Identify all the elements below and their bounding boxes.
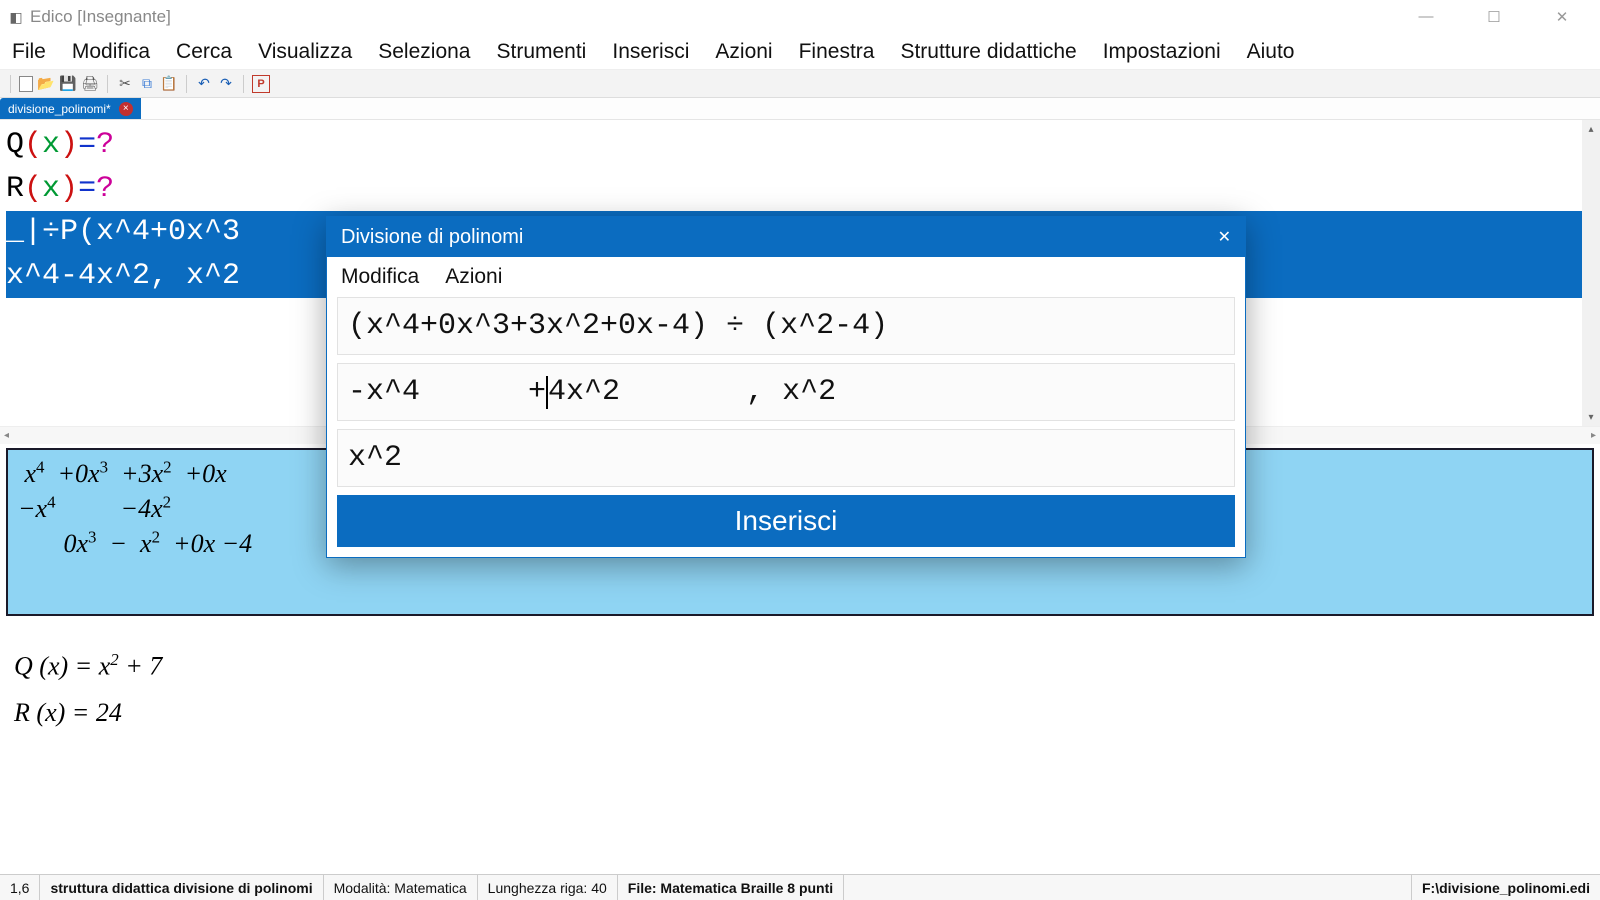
status-position: 1,6 <box>0 875 40 900</box>
scroll-left-icon[interactable]: ◂ <box>4 430 9 441</box>
menu-azioni[interactable]: Azioni <box>715 40 772 64</box>
editor-line-1[interactable]: Q(x)=? <box>6 124 1594 168</box>
save-icon[interactable]: 💾 <box>59 75 77 93</box>
window-controls: — ☐ ✕ <box>1406 8 1592 26</box>
menu-visualizza[interactable]: Visualizza <box>258 40 352 64</box>
menu-cerca[interactable]: Cerca <box>176 40 232 64</box>
dialog-menubar: Modifica Azioni <box>327 257 1245 297</box>
menu-impostazioni[interactable]: Impostazioni <box>1103 40 1221 64</box>
status-mode: Modalità: Matematica <box>324 875 478 900</box>
minimize-button[interactable]: — <box>1406 8 1446 26</box>
menu-inserisci[interactable]: Inserisci <box>612 40 689 64</box>
pdf-icon[interactable]: P <box>252 75 270 93</box>
scroll-right-icon[interactable]: ▸ <box>1591 430 1596 441</box>
result-r: R (x) = 24 <box>14 698 1586 728</box>
dialog-field-quotient[interactable]: x^2 <box>337 429 1235 487</box>
undo-icon[interactable]: ↶ <box>195 75 213 93</box>
window-titlebar: ◧ Edico [Insegnante] — ☐ ✕ <box>0 0 1600 34</box>
result-q: Q (x) = x2 + 7 <box>14 650 1586 682</box>
result-area: Q (x) = x2 + 7 R (x) = 24 <box>0 620 1600 754</box>
redo-icon[interactable]: ↷ <box>217 75 235 93</box>
status-file: File: Matematica Braille 8 punti <box>618 875 844 900</box>
menu-modifica[interactable]: Modifica <box>72 40 150 64</box>
insert-button[interactable]: Inserisci <box>337 495 1235 547</box>
print-icon[interactable]: 🖨 <box>81 75 99 93</box>
tab-label: divisione_polinomi* <box>8 102 111 116</box>
scroll-up-icon[interactable]: ▴ <box>1582 120 1600 138</box>
polynomial-division-dialog: Divisione di polinomi ✕ Modifica Azioni … <box>326 216 1246 558</box>
dialog-title-text: Divisione di polinomi <box>341 226 523 249</box>
scroll-down-icon[interactable]: ▾ <box>1582 408 1600 426</box>
new-icon[interactable] <box>19 76 33 92</box>
menu-aiuto[interactable]: Aiuto <box>1247 40 1295 64</box>
dialog-menu-azioni[interactable]: Azioni <box>445 265 502 289</box>
status-structure: struttura didattica divisione di polinom… <box>40 875 323 900</box>
menu-finestra[interactable]: Finestra <box>799 40 875 64</box>
paste-icon[interactable]: 📋 <box>160 75 178 93</box>
menubar: File Modifica Cerca Visualizza Seleziona… <box>0 34 1600 70</box>
tabstrip: divisione_polinomi* × <box>0 98 1600 120</box>
close-button[interactable]: ✕ <box>1542 8 1582 26</box>
maximize-button[interactable]: ☐ <box>1474 8 1514 26</box>
editor-line-2[interactable]: R(x)=? <box>6 168 1594 212</box>
dialog-menu-modifica[interactable]: Modifica <box>341 265 419 289</box>
toolbar: 📂 💾 🖨 ✂ ⧉ 📋 ↶ ↷ P <box>0 70 1600 98</box>
dialog-field-step[interactable]: -x^4 +4x^2 , x^2 <box>337 363 1235 421</box>
menu-file[interactable]: File <box>12 40 46 64</box>
status-linelen: Lunghezza riga: 40 <box>478 875 618 900</box>
app-icon: ◧ <box>8 9 24 25</box>
dialog-close-icon[interactable]: ✕ <box>1218 227 1231 247</box>
status-path: F:\divisione_polinomi.edi <box>1411 875 1600 900</box>
menu-strumenti[interactable]: Strumenti <box>496 40 586 64</box>
statusbar: 1,6 struttura didattica divisione di pol… <box>0 874 1600 900</box>
menu-seleziona[interactable]: Seleziona <box>378 40 470 64</box>
window-title: Edico [Insegnante] <box>30 7 171 27</box>
dialog-field-dividend[interactable]: (x^4+0x^3+3x^2+0x-4) ÷ (x^2-4) <box>337 297 1235 355</box>
cut-icon[interactable]: ✂ <box>116 75 134 93</box>
dialog-titlebar[interactable]: Divisione di polinomi ✕ <box>327 217 1245 257</box>
open-icon[interactable]: 📂 <box>37 75 55 93</box>
vertical-scrollbar[interactable]: ▴ ▾ <box>1582 120 1600 426</box>
menu-strutture[interactable]: Strutture didattiche <box>900 40 1076 64</box>
tab-close-icon[interactable]: × <box>119 102 133 116</box>
copy-icon[interactable]: ⧉ <box>138 75 156 93</box>
document-tab[interactable]: divisione_polinomi* × <box>0 98 141 119</box>
